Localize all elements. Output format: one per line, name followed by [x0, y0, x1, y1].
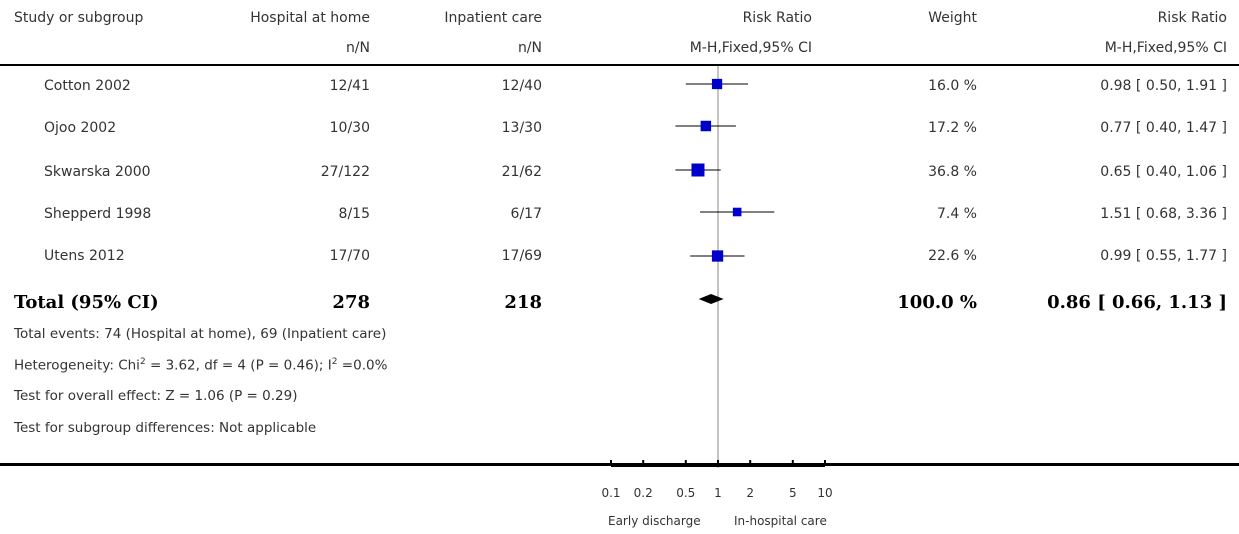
header-effect: Risk Ratio [742, 10, 812, 26]
study-name: Utens 2012 [44, 248, 125, 264]
header-group2-sub: n/N [517, 40, 542, 56]
header-group2: Inpatient care [444, 10, 542, 26]
favours-right-label: In-hospital care [734, 514, 827, 528]
study-marker [732, 207, 742, 217]
group1-events: 10/30 [329, 120, 370, 136]
header-effect2: Risk Ratio [1157, 10, 1227, 26]
heterogeneity-text-post: =0.0% [337, 357, 388, 374]
heterogeneity-note: Heterogeneity: Chi2 = 3.62, df = 4 (P = … [14, 357, 387, 374]
group1-events: 17/70 [329, 248, 370, 264]
header-group1-sub: n/N [345, 40, 370, 56]
study-name: Shepperd 1998 [44, 206, 152, 222]
study-marker [711, 250, 724, 262]
total-label: Total (95% CI) [14, 292, 159, 313]
total-group2: 218 [504, 292, 542, 313]
study-weight: 22.6 % [928, 248, 977, 264]
study-ci: 1.51 [ 0.68, 3.36 ] [1100, 206, 1227, 222]
x-tick-label: 0.5 [676, 486, 695, 500]
study-weight: 7.4 % [936, 206, 977, 222]
study-weight: 17.2 % [928, 120, 977, 136]
header-rule [0, 64, 1239, 66]
header-effect-sub: M-H,Fixed,95% CI [689, 40, 812, 56]
subgroup-note: Test for subgroup differences: Not appli… [14, 420, 317, 436]
study-ci: 0.98 [ 0.50, 1.91 ] [1100, 78, 1227, 94]
pooled-diamond [698, 294, 724, 304]
x-tick-label: 2 [746, 486, 754, 500]
x-tick-label: 0.1 [601, 486, 620, 500]
overall-effect-note: Test for overall effect: Z = 1.06 (P = 0… [14, 388, 298, 404]
study-weight: 16.0 % [928, 78, 977, 94]
study-name: Cotton 2002 [44, 78, 131, 94]
header-group1: Hospital at home [250, 10, 370, 26]
study-ci: 0.77 [ 0.40, 1.47 ] [1100, 120, 1227, 136]
group2-events: 12/40 [501, 78, 542, 94]
heterogeneity-sup: 2 [331, 357, 338, 367]
study-marker [711, 78, 723, 90]
header-weight: Weight [928, 10, 977, 26]
heterogeneity-sup: 2 [139, 357, 146, 367]
group1-events: 12/41 [329, 78, 370, 94]
heterogeneity-text-mid: = 3.62, df = 4 (P = 0.46); I [145, 357, 332, 374]
study-name: Ojoo 2002 [44, 120, 117, 136]
group2-events: 13/30 [501, 120, 542, 136]
x-tick-label: 1 [714, 486, 722, 500]
x-tick-label: 0.2 [634, 486, 653, 500]
header-effect2-sub: M-H,Fixed,95% CI [1104, 40, 1227, 56]
study-ci: 0.65 [ 0.40, 1.06 ] [1100, 164, 1227, 180]
favours-left-label: Early discharge [608, 514, 701, 528]
study-name: Skwarska 2000 [44, 164, 151, 180]
heterogeneity-text: Heterogeneity: Chi [14, 357, 140, 374]
total-group1: 278 [332, 292, 370, 313]
header-study: Study or subgroup [14, 10, 144, 26]
study-weight: 36.8 % [928, 164, 977, 180]
group2-events: 21/62 [501, 164, 542, 180]
group1-events: 8/15 [338, 206, 370, 222]
study-ci: 0.99 [ 0.55, 1.77 ] [1100, 248, 1227, 264]
footer-rule [0, 463, 1239, 466]
x-tick-label: 5 [789, 486, 797, 500]
group2-events: 6/17 [510, 206, 542, 222]
study-marker [691, 163, 705, 177]
total-ci: 0.86 [ 0.66, 1.13 ] [1047, 292, 1227, 313]
study-marker [700, 120, 712, 132]
group2-events: 17/69 [501, 248, 542, 264]
total-events-note: Total events: 74 (Hospital at home), 69 … [14, 326, 387, 342]
total-weight: 100.0 % [897, 292, 977, 313]
x-tick-label: 10 [817, 486, 832, 500]
group1-events: 27/122 [320, 164, 370, 180]
